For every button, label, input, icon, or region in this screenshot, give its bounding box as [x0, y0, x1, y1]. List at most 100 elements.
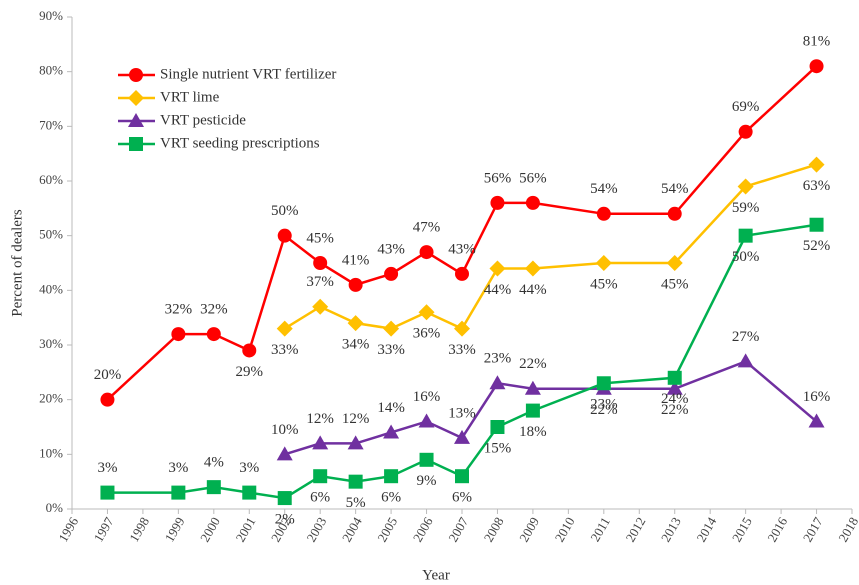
data-label: 23%	[590, 397, 618, 413]
data-label: 36%	[413, 326, 441, 342]
marker	[595, 255, 612, 271]
data-label: 18%	[519, 424, 547, 440]
x-tick-label: 2009	[516, 514, 542, 544]
data-label: 56%	[519, 170, 547, 186]
x-tick-label: 2006	[410, 514, 436, 544]
data-label: 43%	[377, 241, 405, 257]
x-tick-label: 2001	[232, 514, 258, 544]
series: 3% 3% 4% 3% 2% 6% 5% 6% 9% 6% 15% 18% 23% 24% 50% 52%	[97, 217, 830, 528]
marker	[313, 256, 328, 270]
data-label: 14%	[377, 400, 405, 416]
data-label: 16%	[413, 389, 441, 405]
x-tick-label: 2000	[197, 514, 223, 544]
y-tick-label: 60%	[39, 172, 63, 187]
data-label: 15%	[484, 440, 512, 456]
x-tick-label: 2012	[622, 514, 648, 544]
x-tick-label: 2016	[764, 514, 790, 544]
marker	[242, 485, 257, 500]
marker	[524, 260, 541, 277]
data-label: 32%	[165, 302, 193, 318]
data-label: 23%	[484, 351, 512, 367]
marker	[129, 137, 143, 151]
marker	[383, 320, 400, 337]
marker	[489, 260, 506, 277]
marker	[809, 59, 824, 74]
marker	[490, 420, 505, 434]
data-label: 81%	[803, 34, 831, 50]
data-label: 44%	[519, 282, 547, 298]
data-label: 3%	[97, 460, 117, 476]
legend-label: VRT pesticide	[160, 112, 246, 128]
data-label: 50%	[271, 203, 299, 219]
series-line	[284, 163, 817, 331]
y-tick-label: 10%	[39, 445, 63, 460]
data-label: 9%	[417, 473, 437, 489]
marker	[276, 446, 293, 461]
marker	[418, 304, 435, 321]
marker	[242, 343, 257, 358]
marker	[312, 298, 329, 315]
marker	[524, 380, 541, 395]
marker	[418, 413, 435, 428]
data-label: 41%	[342, 252, 370, 268]
legend-entry: Single nutrient VRT fertilizer	[118, 66, 336, 82]
legend-entry: VRT pesticide	[118, 112, 246, 128]
data-label: 47%	[413, 220, 441, 236]
marker	[348, 474, 363, 489]
marker	[100, 485, 115, 500]
marker	[171, 327, 186, 342]
marker	[347, 315, 364, 332]
data-label: 33%	[271, 342, 299, 358]
y-tick-label: 90%	[39, 8, 63, 23]
data-label: 50%	[732, 249, 760, 265]
marker	[171, 485, 186, 500]
marker	[738, 124, 753, 139]
data-label: 56%	[484, 170, 512, 186]
x-tick-label: 2014	[693, 514, 719, 544]
marker	[667, 206, 682, 221]
data-label: 12%	[306, 411, 334, 427]
marker	[384, 469, 399, 484]
marker	[419, 452, 434, 467]
x-tick-label: 1997	[91, 514, 117, 544]
y-tick-label: 20%	[39, 391, 63, 406]
data-label: 5%	[346, 495, 366, 511]
marker	[383, 424, 400, 439]
y-tick-label: 30%	[39, 336, 63, 351]
x-tick-label: 2007	[445, 514, 471, 544]
data-label: 29%	[236, 364, 264, 380]
series-line	[107, 223, 817, 500]
marker	[128, 113, 144, 127]
marker	[666, 380, 683, 395]
marker	[596, 206, 611, 221]
data-label: 3%	[168, 460, 188, 476]
x-axis-label: Year	[422, 567, 450, 583]
marker	[347, 435, 364, 450]
marker	[808, 413, 825, 428]
data-label: 33%	[377, 342, 405, 358]
data-label: 45%	[590, 276, 618, 292]
data-label: 13%	[448, 405, 476, 421]
data-label: 6%	[452, 490, 472, 506]
marker	[100, 392, 115, 407]
marker	[809, 217, 824, 232]
data-label: 32%	[200, 302, 228, 318]
marker	[666, 255, 683, 271]
legend-entry: VRT seeding prescriptions	[118, 135, 320, 151]
data-label: 45%	[306, 230, 334, 246]
data-label: 3%	[239, 460, 259, 476]
x-tick-label: 1999	[162, 514, 188, 544]
x-tick-label: 2018	[835, 514, 859, 544]
y-tick-label: 70%	[39, 117, 63, 132]
marker	[525, 403, 540, 418]
series-line	[284, 359, 818, 456]
marker	[489, 375, 506, 390]
marker	[128, 90, 144, 106]
marker	[667, 370, 682, 385]
marker	[312, 435, 329, 450]
marker	[277, 228, 292, 243]
data-label: 44%	[484, 282, 512, 298]
data-label: 22%	[590, 402, 618, 418]
data-label: 54%	[590, 181, 618, 197]
marker	[348, 277, 363, 292]
